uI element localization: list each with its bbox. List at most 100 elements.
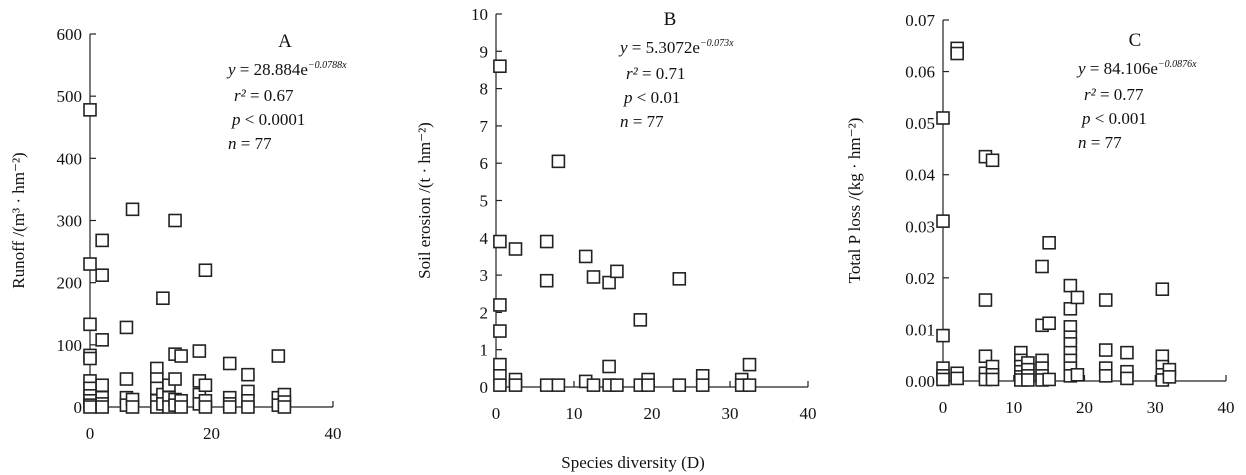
y-axis-label: Runoff /(m³ · hm⁻²) [9, 152, 28, 288]
data-point-marker [539, 234, 554, 249]
data-point-marker [493, 378, 507, 392]
r-squared-label: r² = 0.71 [626, 64, 686, 83]
data-point-marker [1120, 371, 1134, 386]
y-tick-label: 0.06 [905, 63, 935, 82]
panel-letter: A [278, 31, 292, 52]
panel-b: 0 1 2 3 4 5 6 7 8 9 10 0 10 20 30 40 Soil erosion /(t · … [415, 5, 817, 423]
sample-size-label: n = 77 [1078, 133, 1122, 152]
x-tick-label: 40 [325, 424, 342, 443]
data-point-marker [95, 333, 109, 347]
p-value-label: p < 0.0001 [231, 110, 305, 129]
y-tick-label: 0 [74, 398, 83, 417]
y-tick-label: 0.07 [905, 11, 935, 30]
data-point-marker [610, 378, 624, 392]
x-tick-label: 40 [1218, 398, 1235, 417]
data-point-marker [551, 378, 566, 392]
panel-letter: B [664, 9, 677, 30]
data-point-marker [1042, 372, 1056, 387]
data-point-marker [950, 46, 964, 61]
data-point-marker [125, 202, 140, 217]
data-point-marker [95, 378, 109, 393]
data-point-marker [1021, 373, 1035, 387]
data-point-marker [936, 214, 950, 228]
data-point-marker [493, 59, 507, 74]
y-tick-label: 1 [480, 341, 489, 360]
data-point-marker [1162, 370, 1177, 384]
x-tick-label: 0 [939, 398, 948, 417]
data-point-marker [174, 400, 188, 414]
x-tick-label: 10 [1005, 398, 1022, 417]
r-squared-label: r² = 0.67 [234, 86, 294, 105]
data-point-marker [539, 273, 554, 288]
y-tick-label: 0.04 [905, 166, 935, 185]
data-point-marker [978, 349, 993, 364]
y-tick-label: 300 [57, 212, 83, 231]
y-tick-label: 10 [471, 5, 488, 24]
regression-equation: y = 84.106e−0.0876x [1076, 59, 1197, 78]
y-tick-label: 2 [480, 303, 489, 322]
x-tick-label: 30 [1147, 398, 1164, 417]
data-point-marker [168, 372, 182, 386]
y-tick-label: 4 [480, 229, 489, 248]
y-tick-label: 0.05 [905, 114, 935, 133]
data-point-marker [119, 320, 134, 335]
data-point-marker [83, 317, 97, 332]
data-point-marker [1098, 293, 1113, 307]
data-point-marker [198, 378, 213, 393]
data-point-marker [578, 249, 593, 264]
data-point-marker [936, 328, 950, 343]
data-point-marker [985, 372, 1000, 387]
data-point-marker [1155, 282, 1170, 297]
y-tick-label: 9 [480, 42, 489, 61]
y-tick-label: 500 [57, 87, 83, 106]
data-point-marker [1098, 343, 1113, 357]
p-value-label: p < 0.01 [623, 88, 680, 107]
data-point-marker [1042, 316, 1056, 331]
data-point-marker [950, 371, 964, 386]
x-tick-label: 20 [203, 424, 220, 443]
y-tick-label: 400 [57, 149, 83, 168]
data-point-marker [168, 213, 182, 228]
data-point-marker [241, 400, 255, 414]
data-point-marker [978, 293, 993, 307]
data-point-marker [83, 400, 97, 414]
data-point-marker [125, 400, 140, 414]
y-axis-label: Total P loss /(kg · hm⁻²) [845, 118, 864, 284]
y-tick-label: 200 [57, 274, 83, 293]
y-tick-label: 3 [480, 266, 489, 285]
p-value-label: p < 0.001 [1081, 109, 1147, 128]
regression-equation: y = 5.3072e−0.073x [618, 38, 734, 57]
data-point-marker [1035, 259, 1049, 274]
regression-equation: y = 28.884e−0.0788x [226, 60, 347, 79]
r-squared-label: r² = 0.77 [1084, 85, 1144, 104]
data-point-marker [586, 378, 601, 392]
panel-letter: C [1129, 30, 1142, 51]
data-point-marker [610, 264, 624, 279]
data-point-marker [633, 313, 648, 327]
x-tick-label: 20 [644, 404, 661, 423]
data-point-marker [672, 378, 687, 392]
data-point-marker [156, 291, 170, 306]
data-point-marker [742, 378, 757, 392]
data-point-marker [95, 233, 109, 248]
data-point-marker [241, 367, 255, 382]
sample-size-label: n = 77 [228, 134, 272, 153]
y-tick-label: 0.03 [905, 217, 935, 236]
data-point-marker [672, 272, 687, 286]
y-tick-label: 7 [480, 117, 489, 136]
data-point-marker [551, 154, 566, 169]
y-tick-label: 100 [57, 336, 83, 355]
data-point-marker [271, 349, 286, 363]
data-point-marker [1063, 278, 1078, 293]
data-point-marker [192, 344, 207, 358]
y-tick-label: 0.02 [905, 269, 935, 288]
data-point-marker [539, 378, 554, 392]
y-tick-label: 0.01 [905, 320, 935, 339]
x-tick-label: 20 [1076, 398, 1093, 417]
y-tick-label: 600 [57, 25, 83, 44]
data-point-marker [83, 351, 97, 366]
y-tick-label: 0 [480, 378, 489, 397]
data-point-marker [222, 356, 237, 371]
data-point-marker [695, 378, 710, 392]
